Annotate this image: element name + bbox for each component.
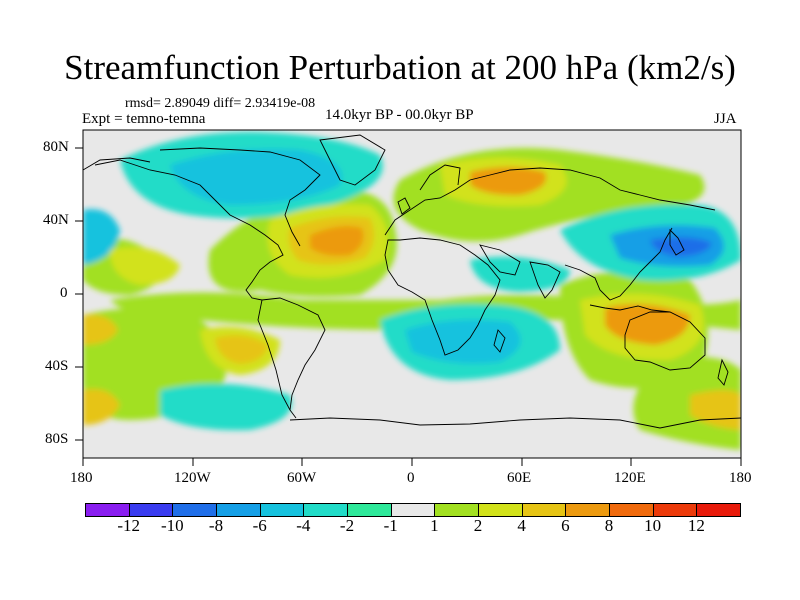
legend-label: 8 <box>604 516 614 535</box>
legend-swatch <box>521 503 567 517</box>
legend-swatch <box>434 503 479 517</box>
coast-antarctica <box>289 417 741 429</box>
y-tick-label: 40N <box>43 212 69 228</box>
negative-lobe-south-atlantic-core <box>405 319 521 364</box>
legend-label: 4 <box>517 516 526 535</box>
legend-swatch <box>478 503 523 517</box>
positive-lobe-north-pacific <box>110 247 180 285</box>
legend-swatch <box>609 503 654 517</box>
legend-swatch <box>216 503 261 517</box>
coast-southeast-asia <box>564 227 673 301</box>
positive-lobe-southeast-pacific-core <box>215 335 268 364</box>
legend-label: 6 <box>561 516 570 535</box>
positive-lobe-dateline-south <box>83 389 120 425</box>
coast-africa <box>384 237 501 356</box>
legend-label: 1 <box>430 516 439 535</box>
y-tick-label: 0 <box>60 285 68 301</box>
coast-uk <box>397 197 411 215</box>
coast-europe <box>384 167 716 236</box>
coast-south-america-west <box>257 299 291 411</box>
legend-label: -4 <box>296 516 311 535</box>
legend-label: -12 <box>117 516 140 535</box>
coast-south-america <box>261 297 326 419</box>
positive-lobe-australia-core <box>605 304 690 345</box>
coast-north-america-arctic <box>159 147 321 247</box>
y-tick-label: 40S <box>45 358 69 374</box>
legend-swatch <box>303 503 348 517</box>
legend-swatch <box>259 503 305 517</box>
coast-madagascar <box>493 329 506 353</box>
x-tick-label: 120W <box>174 470 211 486</box>
negative-lobe-north-america-core <box>170 149 342 205</box>
coast-north-america <box>94 159 284 301</box>
legend-label: -8 <box>208 516 224 535</box>
x-tick-label: 180 <box>70 470 93 486</box>
legend-swatch <box>172 503 217 517</box>
negative-lobe-indian <box>470 256 570 292</box>
legend-swatch <box>390 503 436 517</box>
season-text: JJA <box>714 111 737 127</box>
coastlines <box>83 134 741 429</box>
legend-label: -1 <box>383 516 398 535</box>
legend-swatch <box>652 503 698 517</box>
coast-indonesia <box>589 304 671 313</box>
coast-australia <box>624 311 706 371</box>
experiment-text: Expt = temno-temna <box>82 111 206 127</box>
positive-lobe-western-south <box>83 314 118 345</box>
negative-lobe-west-pacific-core <box>650 237 712 257</box>
axis-ticks <box>75 147 742 466</box>
positive-lobe-eurasia-core <box>470 167 547 196</box>
x-tick-label: 0 <box>407 470 415 486</box>
legend-label: 12 <box>687 516 705 535</box>
chart-title: Streamfunction Perturbation at 200 hPa (… <box>64 48 736 87</box>
coast-india <box>529 261 561 299</box>
legend-label: -10 <box>160 516 184 535</box>
contour-field <box>83 130 741 458</box>
y-tick-label: 80N <box>43 139 69 155</box>
legend-swatch <box>696 503 741 517</box>
positive-band-southeast <box>633 356 741 450</box>
legend-label: -2 <box>339 516 355 535</box>
negative-lobe-south-pacific <box>160 383 292 431</box>
x-tick-label: 60E <box>507 470 532 486</box>
legend-swatch <box>128 503 174 517</box>
positive-lobe-atlantic-core <box>310 226 364 256</box>
coast-greenland <box>319 134 386 186</box>
legend-label: 2 <box>473 516 483 535</box>
coast-japan <box>669 228 685 256</box>
legend-swatch <box>85 503 130 517</box>
x-tick-label: 120E <box>614 470 646 486</box>
x-tick-label: 60W <box>287 470 317 486</box>
coast-scandinavia <box>419 164 461 191</box>
legend-label: 10 <box>644 516 662 535</box>
x-tick-label: 180 <box>729 470 752 486</box>
legend-label: -6 <box>252 516 267 535</box>
coast-alaska <box>83 157 151 171</box>
y-tick-label: 80S <box>45 431 69 447</box>
period-text: 14.0kyr BP - 00.0kyr BP <box>325 107 474 123</box>
legend-swatch <box>565 503 610 517</box>
legend-colorbar <box>85 503 741 518</box>
stats-text: rmsd= 2.89049 diff= 2.93419e-08 <box>125 96 316 111</box>
legend-swatch <box>347 503 392 517</box>
coast-arabia <box>479 244 521 276</box>
coast-new-zealand <box>717 358 729 386</box>
